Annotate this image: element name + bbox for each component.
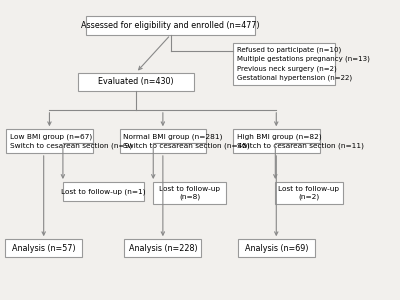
- Text: Assessed for eligibility and enrolled (n=477): Assessed for eligibility and enrolled (n…: [81, 21, 260, 30]
- FancyBboxPatch shape: [275, 182, 343, 204]
- FancyBboxPatch shape: [233, 43, 335, 85]
- FancyBboxPatch shape: [238, 239, 315, 257]
- FancyBboxPatch shape: [5, 239, 82, 257]
- FancyBboxPatch shape: [124, 239, 201, 257]
- Text: Low BMI group (n=67)
Switch to cesarean section (n=9): Low BMI group (n=67) Switch to cesarean …: [10, 134, 132, 149]
- FancyBboxPatch shape: [233, 129, 320, 153]
- Text: Evaluated (n=430): Evaluated (n=430): [98, 77, 174, 86]
- FancyBboxPatch shape: [153, 182, 226, 204]
- FancyBboxPatch shape: [86, 16, 255, 35]
- FancyBboxPatch shape: [63, 182, 144, 201]
- Text: Analysis (n=57): Analysis (n=57): [12, 244, 76, 253]
- Text: Lost to follow-up (n=1): Lost to follow-up (n=1): [61, 188, 146, 195]
- Text: Analysis (n=228): Analysis (n=228): [128, 244, 197, 253]
- Text: Lost to follow-up
(n=8): Lost to follow-up (n=8): [159, 186, 220, 200]
- Text: Analysis (n=69): Analysis (n=69): [244, 244, 308, 253]
- Text: Lost to follow-up
(n=2): Lost to follow-up (n=2): [278, 186, 340, 200]
- FancyBboxPatch shape: [6, 129, 93, 153]
- FancyBboxPatch shape: [78, 73, 194, 91]
- FancyBboxPatch shape: [120, 129, 206, 153]
- Text: Refused to participate (n=10)
Multiple gestations pregnancy (n=13)
Previous neck: Refused to participate (n=10) Multiple g…: [237, 47, 370, 81]
- Text: Normal BMI group (n=281)
Switch to cesarean section (n=45): Normal BMI group (n=281) Switch to cesar…: [124, 134, 250, 149]
- Text: High BMI group (n=82)
Switch to cesarean section (n=11): High BMI group (n=82) Switch to cesarean…: [237, 134, 364, 149]
